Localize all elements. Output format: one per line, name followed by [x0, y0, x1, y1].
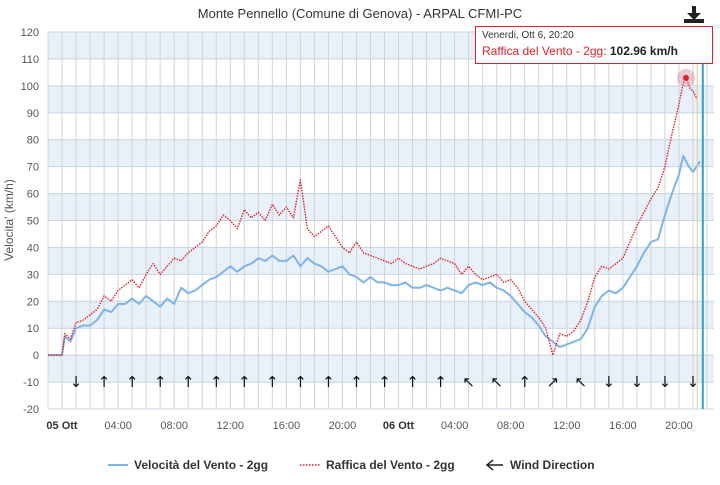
tooltip: Venerdi, Ott 6, 20:20 Raffica del Vento … [475, 26, 713, 64]
chart-title: Monte Pennello (Comune di Genova) - ARPA… [197, 6, 523, 21]
y-tick-label: 20 [27, 296, 39, 308]
wind-direction-arrow-icon: ↑ [210, 373, 223, 391]
highlight-marker [682, 74, 689, 81]
tooltip-value: 102.96 km/h [609, 44, 678, 58]
wind-direction-arrow-icon: ↑ [98, 373, 111, 391]
wind-direction-arrow-icon: ↑ [350, 373, 363, 391]
legend-item-velocita[interactable]: Velocità del Vento - 2gg [108, 456, 268, 474]
x-tick-label: 16:00 [609, 420, 637, 432]
x-axis-ticks: 05 Ott 04:00 08:00 12:00 16:00 20:00 06 Ott 04:… [46, 420, 692, 432]
x-tick-label: 20:00 [329, 420, 357, 432]
x-tick-label: 20:00 [665, 420, 693, 432]
wind-direction-arrow-icon: ↑ [182, 373, 195, 391]
wind-direction-arrow-icon: ↑ [126, 373, 139, 391]
y-tick-label: 30 [27, 269, 39, 281]
y-tick-label: 110 [21, 54, 39, 66]
y-axis-ticks: -20 -10 0 10 20 30 40 50 60 70 80 90 100 110 120 [21, 27, 39, 416]
wind-direction-arrow-icon: ↓ [603, 373, 616, 391]
legend-line-dotted-icon [300, 464, 320, 466]
y-tick-label: 40 [27, 242, 39, 254]
wind-direction-arrow-icon: ↑ [434, 373, 447, 391]
legend-label: Raffica del Vento - 2gg [326, 458, 455, 472]
wind-direction-arrow-icon: ↓ [687, 373, 700, 391]
horizontal-grid [48, 31, 714, 410]
download-button[interactable] [680, 4, 708, 26]
legend-label: Velocità del Vento - 2gg [134, 458, 269, 472]
x-tick-label: 04:00 [441, 420, 469, 432]
wind-direction-arrow-icon: ↓ [659, 373, 672, 391]
wind-direction-arrow-icon: ↑ [406, 373, 419, 391]
wind-direction-arrow-icon: ↖ [490, 373, 503, 391]
legend-item-wind-direction[interactable]: Wind Direction [484, 456, 595, 474]
series-group [48, 77, 701, 357]
series-line-velocita [48, 154, 701, 357]
x-tick-label: 05 Ott [46, 420, 78, 432]
y-tick-label: 10 [27, 323, 39, 335]
legend-item-raffica[interactable]: Raffica del Vento - 2gg [300, 456, 455, 474]
plot-band [48, 301, 714, 329]
wind-direction-arrow-icon: ↓ [631, 373, 644, 391]
series-line-raffica [48, 77, 698, 356]
wind-direction-series: ↓ ↑ ↑ ↑ ↑ ↑ ↑ ↑ ↑ ↑ ↑ ↑ ↑ ↑ ↖ ↖ ↑ ↗ ↖ ↓ ↓ ↓ ↓ [70, 373, 700, 391]
wind-direction-arrow-icon: ↑ [518, 373, 531, 391]
x-tick-label: 08:00 [497, 420, 525, 432]
wind-direction-arrow-icon: ↑ [266, 373, 279, 391]
wind-direction-arrow-icon: ↑ [378, 373, 391, 391]
plot-band [48, 139, 714, 167]
arrow-left-icon [485, 459, 503, 471]
y-tick-label: 80 [27, 135, 39, 147]
plot-band [48, 355, 714, 383]
legend-line-solid-icon [108, 464, 128, 466]
plot-band [48, 193, 714, 221]
legend: Velocità del Vento - 2gg Raffica del Ven… [0, 456, 720, 474]
wind-direction-arrow-icon: ↑ [154, 373, 167, 391]
tooltip-line: Raffica del Vento - 2gg: 102.96 km/h [482, 44, 678, 58]
x-tick-label: 04:00 [104, 420, 132, 432]
download-icon [684, 6, 704, 23]
x-tick-label: 12:00 [553, 420, 581, 432]
wind-direction-arrow-icon: ↖ [462, 373, 475, 391]
x-tick-label: 12:00 [217, 420, 245, 432]
y-tick-label: 0 [33, 350, 39, 362]
y-tick-label: 120 [21, 27, 39, 39]
tooltip-series-label: Raffica del Vento - 2gg [482, 44, 604, 58]
x-tick-label: 08:00 [160, 420, 188, 432]
y-tick-label: 90 [27, 108, 39, 120]
y-tick-label: -10 [23, 377, 39, 389]
wind-direction-arrow-icon: ↑ [294, 373, 307, 391]
wind-direction-arrow-icon: ↑ [322, 373, 335, 391]
y-axis-label: Velocita' (km/h) [2, 179, 16, 261]
plot-bands [48, 32, 714, 383]
y-tick-label: 60 [27, 189, 39, 201]
wind-direction-arrow-icon: ↑ [238, 373, 251, 391]
wind-direction-arrow-icon: ↖ [575, 373, 588, 391]
plot-band [48, 247, 714, 275]
y-tick-label: -20 [23, 404, 39, 416]
plot-extras [676, 58, 704, 409]
y-tick-label: 50 [27, 216, 39, 228]
wind-direction-arrow-icon: ↓ [70, 373, 83, 391]
plot-band [48, 85, 714, 113]
y-tick-label: 100 [21, 81, 39, 93]
x-tick-label: 16:00 [273, 420, 301, 432]
x-tick-label: 06 Ott [383, 420, 415, 432]
wind-direction-arrow-icon: ↗ [546, 373, 559, 391]
legend-label: Wind Direction [510, 458, 595, 472]
tooltip-date: Venerdi, Ott 6, 20:20 [482, 30, 574, 41]
y-tick-label: 70 [27, 162, 39, 174]
